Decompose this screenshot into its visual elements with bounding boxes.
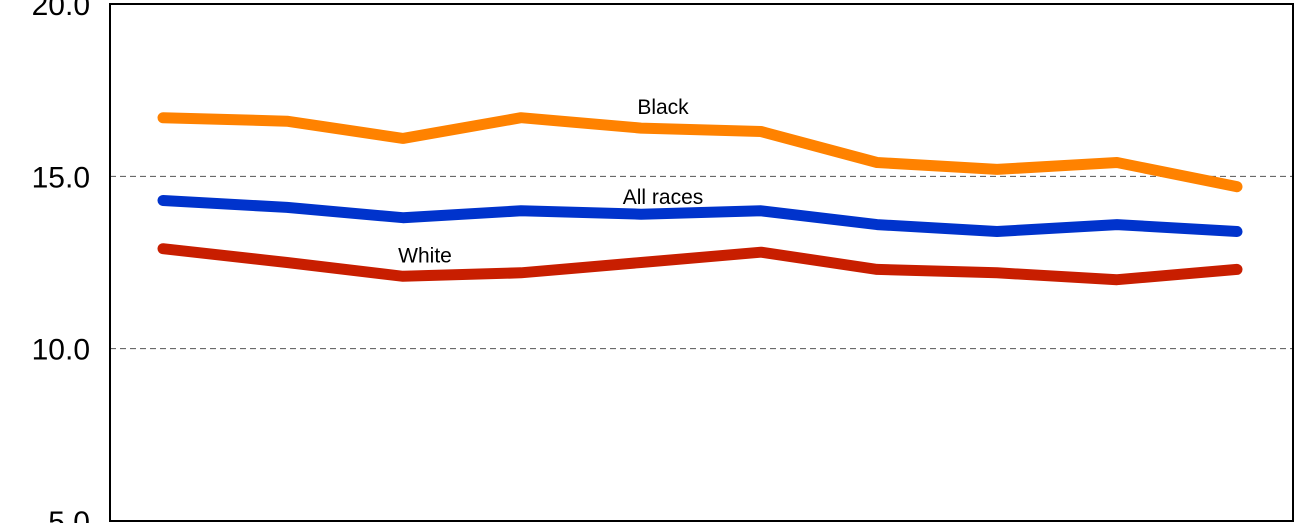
series-labels: Black All races White <box>398 96 703 267</box>
series-lines <box>157 112 1243 286</box>
series-label: All races <box>623 186 704 209</box>
series-line-white <box>157 243 1243 286</box>
y-tick-label: 10.0 <box>32 334 90 367</box>
series-label: White <box>398 244 452 267</box>
series-line-black <box>157 112 1243 193</box>
plot-frame <box>109 3 1294 522</box>
gridlines <box>110 175 1293 350</box>
series-label: Black <box>637 96 689 119</box>
y-axis-tick-labels: 5.0 10.0 15.0 20.0 <box>32 0 90 523</box>
series-line-all-races <box>157 195 1243 237</box>
y-tick-label: 20.0 <box>32 0 90 22</box>
y-tick-label: 15.0 <box>32 161 90 194</box>
y-tick-label: 5.0 <box>48 506 90 523</box>
